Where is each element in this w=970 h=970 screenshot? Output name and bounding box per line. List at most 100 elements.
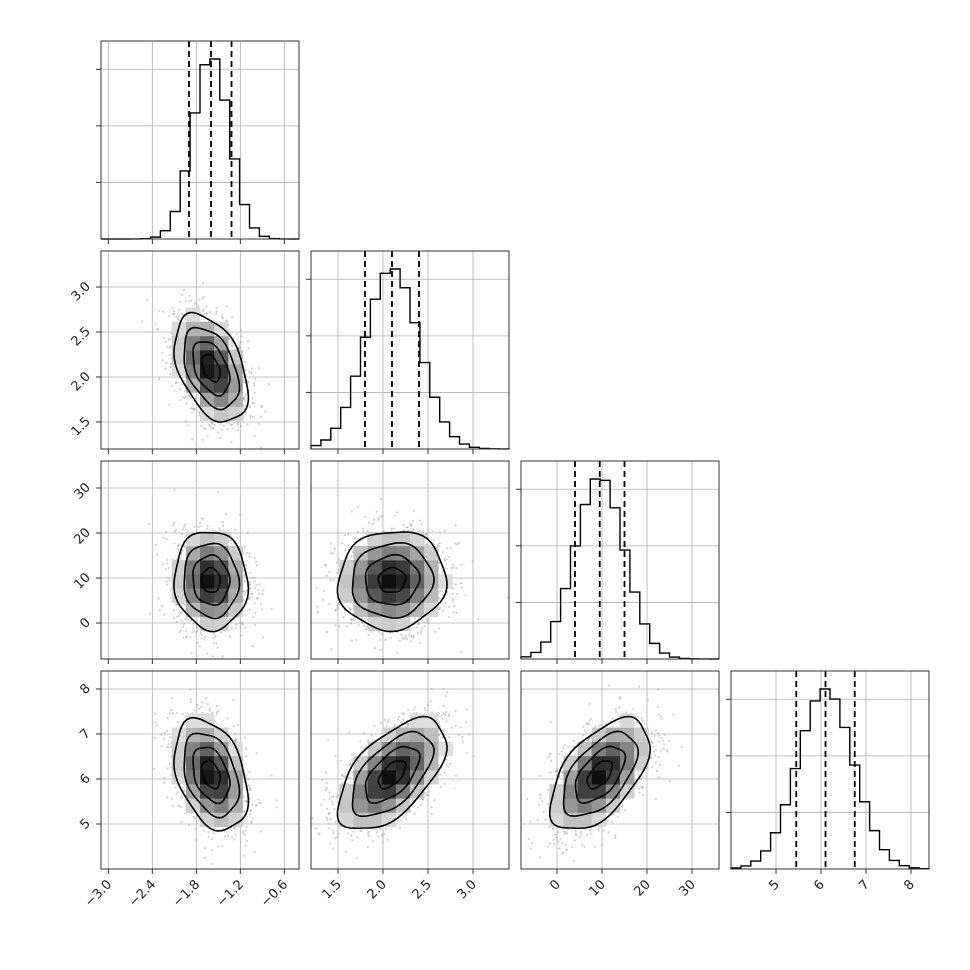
scatter-point xyxy=(250,821,253,824)
scatter-point xyxy=(320,803,323,807)
histogram-step xyxy=(730,688,930,870)
scatter-point xyxy=(443,771,446,774)
scatter-point xyxy=(254,586,257,589)
scatter-point xyxy=(439,785,442,788)
scatter-point xyxy=(586,739,589,742)
scatter-point xyxy=(198,645,201,648)
scatter-point xyxy=(165,361,168,364)
scatter-point xyxy=(165,730,168,733)
scatter-point xyxy=(637,685,641,688)
scatter-point xyxy=(426,529,430,532)
density-cell xyxy=(381,755,397,771)
density-cell xyxy=(185,545,201,561)
scatter-point xyxy=(383,833,386,836)
scatter-point xyxy=(161,351,164,354)
scatter-point xyxy=(215,711,218,714)
contour-level-0 xyxy=(200,353,222,383)
scatter-point xyxy=(334,821,337,824)
density-cell xyxy=(339,560,354,575)
density-cell xyxy=(353,798,368,813)
scatter-point xyxy=(323,589,326,593)
scatter-point xyxy=(236,423,239,426)
density-cell xyxy=(424,727,439,743)
scatter-point xyxy=(379,740,382,743)
x-tick-label: −0.6 xyxy=(258,877,291,910)
scatter-point xyxy=(663,733,667,737)
scatter-point xyxy=(561,842,564,845)
density-cell xyxy=(381,531,397,547)
scatter-point xyxy=(459,726,462,729)
scatter-point xyxy=(587,739,590,742)
scatter-point xyxy=(412,708,415,712)
scatter-point xyxy=(461,586,464,589)
density-cell xyxy=(410,741,425,757)
x-tick-label: −3.0 xyxy=(82,877,115,910)
scatter-point xyxy=(329,578,332,582)
scatter-point xyxy=(373,724,376,728)
density-cell xyxy=(367,616,383,632)
scatter-point xyxy=(395,511,399,514)
scatter-point xyxy=(252,616,255,619)
scatter-point xyxy=(650,766,654,769)
scatter-point xyxy=(538,856,542,859)
scatter-point xyxy=(342,616,345,619)
contour-level-0 xyxy=(377,760,407,790)
scatter-point xyxy=(217,845,220,848)
scatter-point xyxy=(375,831,378,835)
scatter-point xyxy=(614,708,617,711)
scatter-point xyxy=(217,527,220,530)
scatter-point xyxy=(619,696,622,699)
scatter-point xyxy=(413,706,416,709)
scatter-point xyxy=(537,803,541,806)
scatter-point xyxy=(194,817,197,820)
scatter-point xyxy=(442,712,445,715)
scatter-point xyxy=(336,793,339,797)
scatter-point xyxy=(222,424,226,427)
scatter-point xyxy=(214,312,218,315)
scatter-point xyxy=(658,763,662,767)
scatter-point xyxy=(410,640,413,643)
scatter-point xyxy=(329,552,333,555)
scatter-point xyxy=(464,721,468,724)
scatter-point xyxy=(409,523,412,526)
scatter-point xyxy=(654,798,658,801)
scatter-point xyxy=(175,792,178,795)
scatter-point xyxy=(249,587,252,590)
scatter-point xyxy=(424,709,427,712)
scatter-point xyxy=(201,701,204,704)
scatter-point xyxy=(555,770,558,773)
scatter-point xyxy=(330,795,333,798)
scatter-point xyxy=(402,718,405,721)
scatter-point xyxy=(255,804,258,807)
scatter-point xyxy=(249,809,252,812)
scatter-point xyxy=(618,697,622,700)
scatter-point xyxy=(441,551,444,554)
density-cell xyxy=(171,741,187,757)
scatter-point xyxy=(183,396,186,400)
scatter-point xyxy=(412,635,415,638)
scatter-point xyxy=(361,621,364,624)
scatter-point xyxy=(404,634,407,637)
scatter-point xyxy=(179,629,183,632)
scatter-point xyxy=(169,766,173,769)
scatter-point xyxy=(375,510,378,513)
scatter-point xyxy=(662,739,665,743)
density-cell xyxy=(410,560,425,575)
scatter-point xyxy=(169,736,172,739)
scatter-point xyxy=(217,710,220,713)
density-cell xyxy=(591,770,607,785)
scatter-point xyxy=(184,812,187,815)
density-cell xyxy=(381,812,397,827)
panel-frame xyxy=(310,670,510,870)
scatter-point xyxy=(356,530,359,533)
density-cell xyxy=(410,574,425,589)
scatter-point xyxy=(398,826,402,829)
scatter-point xyxy=(230,542,233,545)
density-cell xyxy=(438,741,453,757)
density-cell xyxy=(424,741,439,757)
scatter-point xyxy=(339,759,342,762)
scatter-point xyxy=(396,651,399,654)
scatter-point xyxy=(247,597,251,600)
scatter-point xyxy=(330,648,333,651)
scatter-point xyxy=(253,850,256,854)
